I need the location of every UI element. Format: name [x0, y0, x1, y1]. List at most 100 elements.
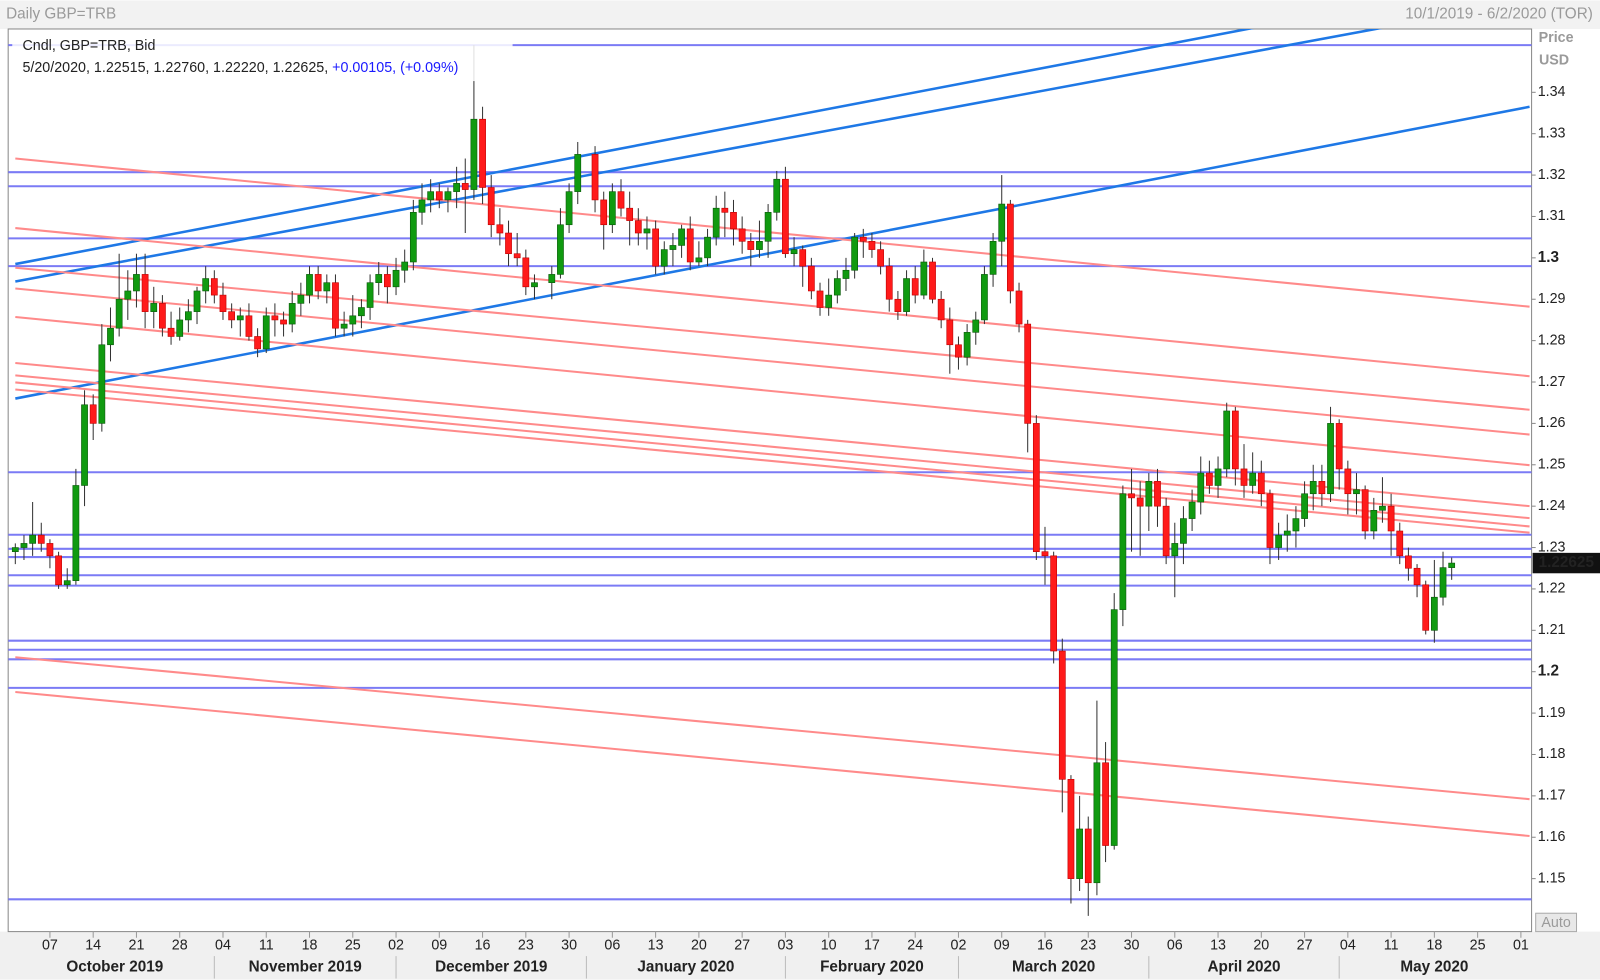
plot-frame: [7, 28, 1533, 933]
candle-body: [660, 249, 668, 267]
candle-body: [340, 323, 348, 329]
trend-line: [15, 227, 1530, 378]
candle-body: [193, 290, 201, 312]
candle-body: [1015, 290, 1023, 325]
x-tick-label: 13: [1210, 938, 1226, 954]
candle-body: [1084, 828, 1092, 884]
candle-body: [557, 224, 564, 275]
candle-body: [1309, 481, 1317, 495]
candle-body: [349, 315, 357, 325]
candle-body: [833, 278, 841, 296]
currency-label: USD: [1539, 52, 1569, 68]
candle-body: [678, 228, 685, 246]
candle-body: [1379, 505, 1386, 511]
candle-body: [1344, 468, 1352, 495]
x-tick-label: 25: [345, 938, 361, 954]
candle-body: [159, 303, 166, 329]
candle-body: [1206, 472, 1213, 486]
trend-line: [15, 656, 1530, 801]
candle-body: [245, 315, 253, 337]
candle-body: [1231, 410, 1239, 470]
y-tick-label: 1.22: [1538, 581, 1566, 597]
month-label: December 2019: [435, 958, 547, 975]
candle-body: [1370, 509, 1378, 532]
trend-line: [15, 28, 1383, 283]
info-backdrop: [12, 34, 513, 82]
y-tick-label: 1.15: [1538, 870, 1566, 886]
candle-body: [1102, 762, 1109, 846]
candle-body: [695, 257, 703, 263]
candle-body: [487, 187, 495, 226]
candle-body: [141, 274, 149, 312]
x-tick-label: 13: [648, 938, 664, 954]
candle-body: [548, 274, 556, 283]
x-tick-label: 18: [302, 938, 318, 954]
y-tick-label: 1.19: [1538, 705, 1566, 721]
candle-body: [704, 236, 711, 259]
candle-body: [228, 311, 236, 321]
candle-body: [1249, 472, 1257, 486]
y-tick-label: 1.29: [1538, 291, 1566, 307]
candle-body: [807, 265, 815, 292]
x-tick-label: 06: [604, 938, 620, 954]
x-tick-label: 30: [1124, 938, 1140, 954]
candle-body: [202, 278, 210, 292]
candle-body: [885, 265, 893, 300]
candle-body: [332, 282, 339, 329]
candle-body: [236, 315, 244, 321]
x-tick-label: 18: [1426, 938, 1442, 954]
x-tick-label: 04: [1340, 938, 1356, 954]
candle-body: [262, 315, 270, 350]
change-text: +0.00105, (+0.09%): [332, 60, 458, 76]
candle-body: [972, 319, 980, 333]
y-tick-label: 1.33: [1538, 125, 1566, 141]
candle-body: [669, 245, 677, 250]
trend-line: [15, 361, 1530, 508]
candle-body: [219, 294, 227, 312]
candle-body: [1145, 481, 1153, 507]
candle-body: [825, 294, 833, 308]
candle-body: [1136, 497, 1144, 507]
candle-body: [1240, 468, 1248, 486]
ohlc-text: 5/20/2020, 1.22515, 1.22760, 1.22220, 1.…: [22, 60, 332, 76]
candle-body: [167, 327, 175, 337]
candle-body: [1223, 410, 1231, 470]
x-tick-label: 23: [518, 938, 534, 954]
x-tick-label: 11: [1384, 938, 1399, 954]
candle-body: [1422, 584, 1430, 631]
x-tick-label: 06: [1167, 938, 1183, 954]
candle-body: [1180, 518, 1187, 544]
x-tick-label: 27: [734, 938, 750, 954]
x-tick-label: 25: [1470, 938, 1486, 954]
candle-body: [782, 178, 789, 255]
candle-body: [634, 220, 642, 234]
y-tick-label: 1.23: [1538, 539, 1566, 555]
x-axis-band: [0, 931, 1600, 980]
date-range: 10/1/2019 - 6/2/2020 (TOR): [1405, 6, 1593, 23]
auto-button-label[interactable]: Auto: [1541, 915, 1570, 931]
candle-body: [1093, 762, 1101, 884]
candle-body: [1050, 555, 1058, 652]
trend-line: [15, 266, 1530, 411]
trend-line: [15, 388, 1530, 534]
month-label: November 2019: [249, 958, 362, 975]
x-tick-label: 02: [951, 938, 967, 954]
auto-button[interactable]: [1535, 912, 1578, 933]
candle-body: [1154, 481, 1161, 507]
x-tick-label: 03: [777, 938, 793, 954]
candle-body: [799, 249, 807, 267]
candle-body: [1024, 323, 1032, 424]
trend-line: [15, 287, 1530, 436]
candle-body: [712, 207, 720, 238]
trend-line: [15, 105, 1530, 400]
candle-body: [522, 257, 530, 288]
study-label: Cndl, GBP=TRB, Bid: [22, 38, 155, 54]
chart-title: Daily GBP=TRB: [6, 6, 116, 23]
x-tick-label: 28: [172, 938, 188, 954]
candle-body: [1007, 203, 1014, 292]
axes: 1.15 1.16 1.17 1.18 1.19 1.2 1.21 1.22 1.23 1.24 1…: [42, 84, 1600, 979]
candle-body: [401, 261, 409, 271]
month-label: October 2019: [66, 958, 163, 975]
candle-body: [531, 282, 538, 288]
candle-body: [1353, 489, 1360, 495]
